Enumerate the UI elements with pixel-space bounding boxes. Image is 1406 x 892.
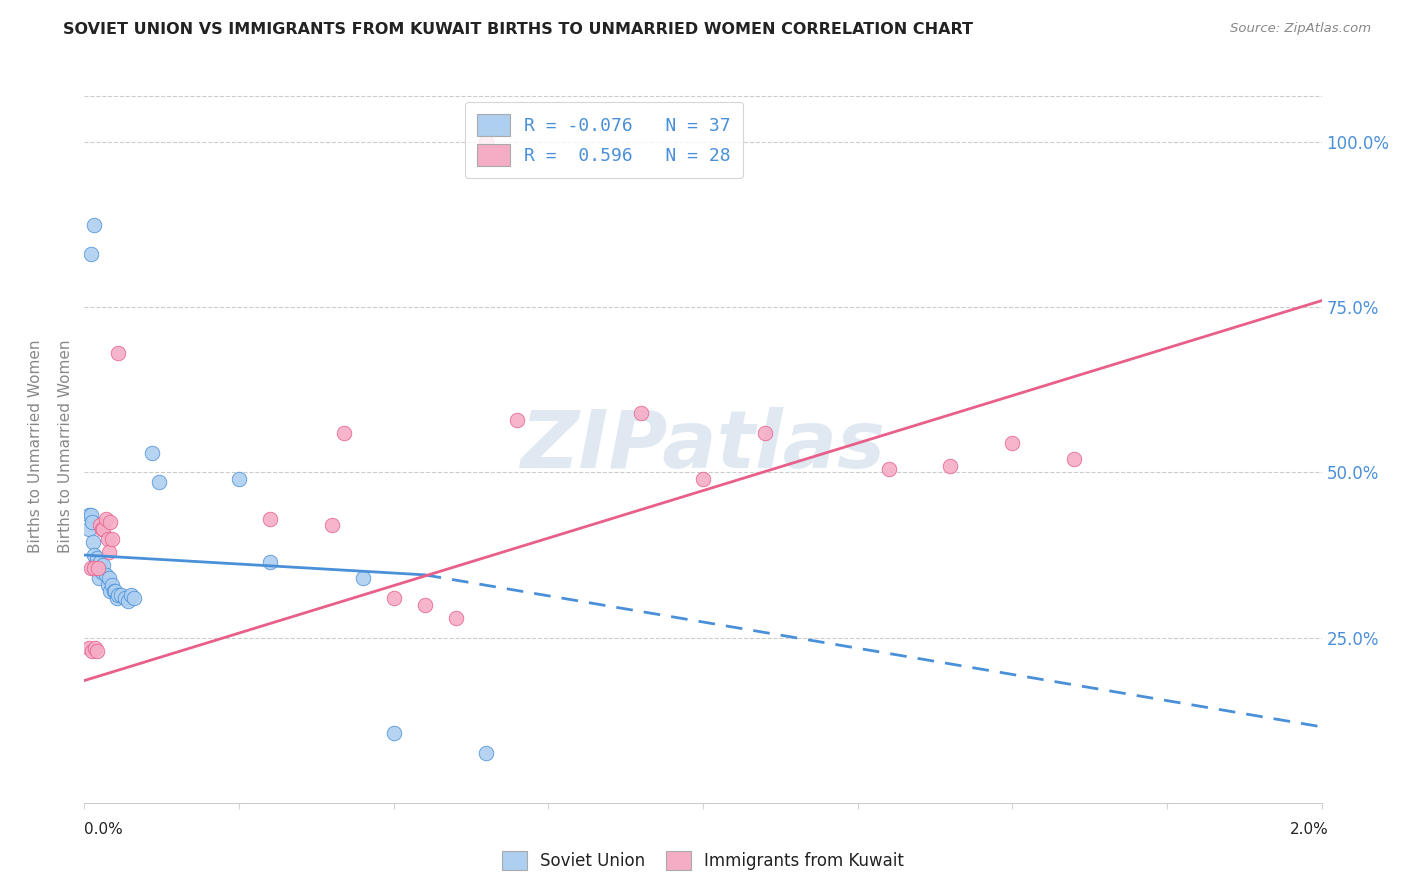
Point: [101, 578, 124, 592]
Text: 0.0%: 0.0%: [84, 822, 124, 837]
Point: [80, 644, 103, 658]
Point: [122, 591, 145, 605]
Point: [413, 598, 436, 612]
Point: [83, 548, 105, 562]
Point: [83, 561, 105, 575]
Point: [692, 472, 714, 486]
Point: [79, 247, 101, 261]
Point: [80, 515, 103, 529]
Point: [141, 445, 163, 459]
Text: Source: ZipAtlas.com: Source: ZipAtlas.com: [1230, 22, 1371, 36]
Point: [630, 406, 652, 420]
Text: 2.0%: 2.0%: [1289, 822, 1329, 837]
Point: [94, 567, 117, 582]
Point: [148, 475, 170, 490]
Y-axis label: Births to Unmarried Women: Births to Unmarried Women: [58, 339, 73, 553]
Point: [444, 611, 467, 625]
Point: [117, 594, 139, 608]
Point: [475, 746, 498, 760]
Point: [107, 346, 129, 360]
Point: [97, 578, 120, 592]
Point: [83, 561, 105, 575]
Point: [79, 522, 101, 536]
Point: [105, 591, 128, 605]
Point: [110, 588, 132, 602]
Legend: Soviet Union, Immigrants from Kuwait: Soviet Union, Immigrants from Kuwait: [495, 844, 911, 877]
Point: [84, 558, 107, 572]
Point: [82, 534, 104, 549]
Point: [79, 561, 101, 575]
Point: [98, 515, 121, 529]
Point: [98, 571, 121, 585]
Point: [103, 584, 125, 599]
Point: [89, 571, 111, 585]
Point: [259, 511, 281, 525]
Point: [83, 218, 105, 232]
Point: [1063, 452, 1085, 467]
Point: [120, 588, 142, 602]
Point: [86, 644, 108, 658]
Point: [939, 458, 962, 473]
Point: [352, 571, 374, 585]
Point: [97, 532, 120, 546]
Point: [259, 555, 281, 569]
Point: [91, 522, 114, 536]
Point: [754, 425, 776, 440]
Point: [79, 508, 101, 523]
Point: [107, 588, 129, 602]
Point: [333, 425, 356, 440]
Point: [98, 545, 121, 559]
Point: [98, 584, 121, 599]
Point: [114, 591, 136, 605]
Text: SOVIET UNION VS IMMIGRANTS FROM KUWAIT BIRTHS TO UNMARRIED WOMEN CORRELATION CHA: SOVIET UNION VS IMMIGRANTS FROM KUWAIT B…: [63, 22, 973, 37]
Point: [86, 551, 108, 566]
Point: [91, 558, 114, 572]
Point: [90, 522, 112, 536]
Text: Births to Unmarried Women: Births to Unmarried Women: [28, 339, 42, 553]
Point: [90, 565, 112, 579]
Point: [475, 135, 498, 149]
Point: [104, 584, 127, 599]
Point: [1001, 435, 1024, 450]
Point: [84, 640, 107, 655]
Point: [877, 462, 900, 476]
Point: [382, 591, 405, 605]
Point: [321, 518, 343, 533]
Point: [89, 518, 111, 533]
Point: [79, 508, 101, 523]
Point: [101, 532, 124, 546]
Point: [382, 726, 405, 740]
Point: [87, 561, 110, 575]
Point: [79, 640, 101, 655]
Text: ZIPatlas: ZIPatlas: [520, 407, 886, 485]
Point: [94, 511, 117, 525]
Point: [89, 555, 111, 569]
Point: [506, 412, 529, 426]
Point: [87, 561, 110, 575]
Point: [228, 472, 250, 486]
